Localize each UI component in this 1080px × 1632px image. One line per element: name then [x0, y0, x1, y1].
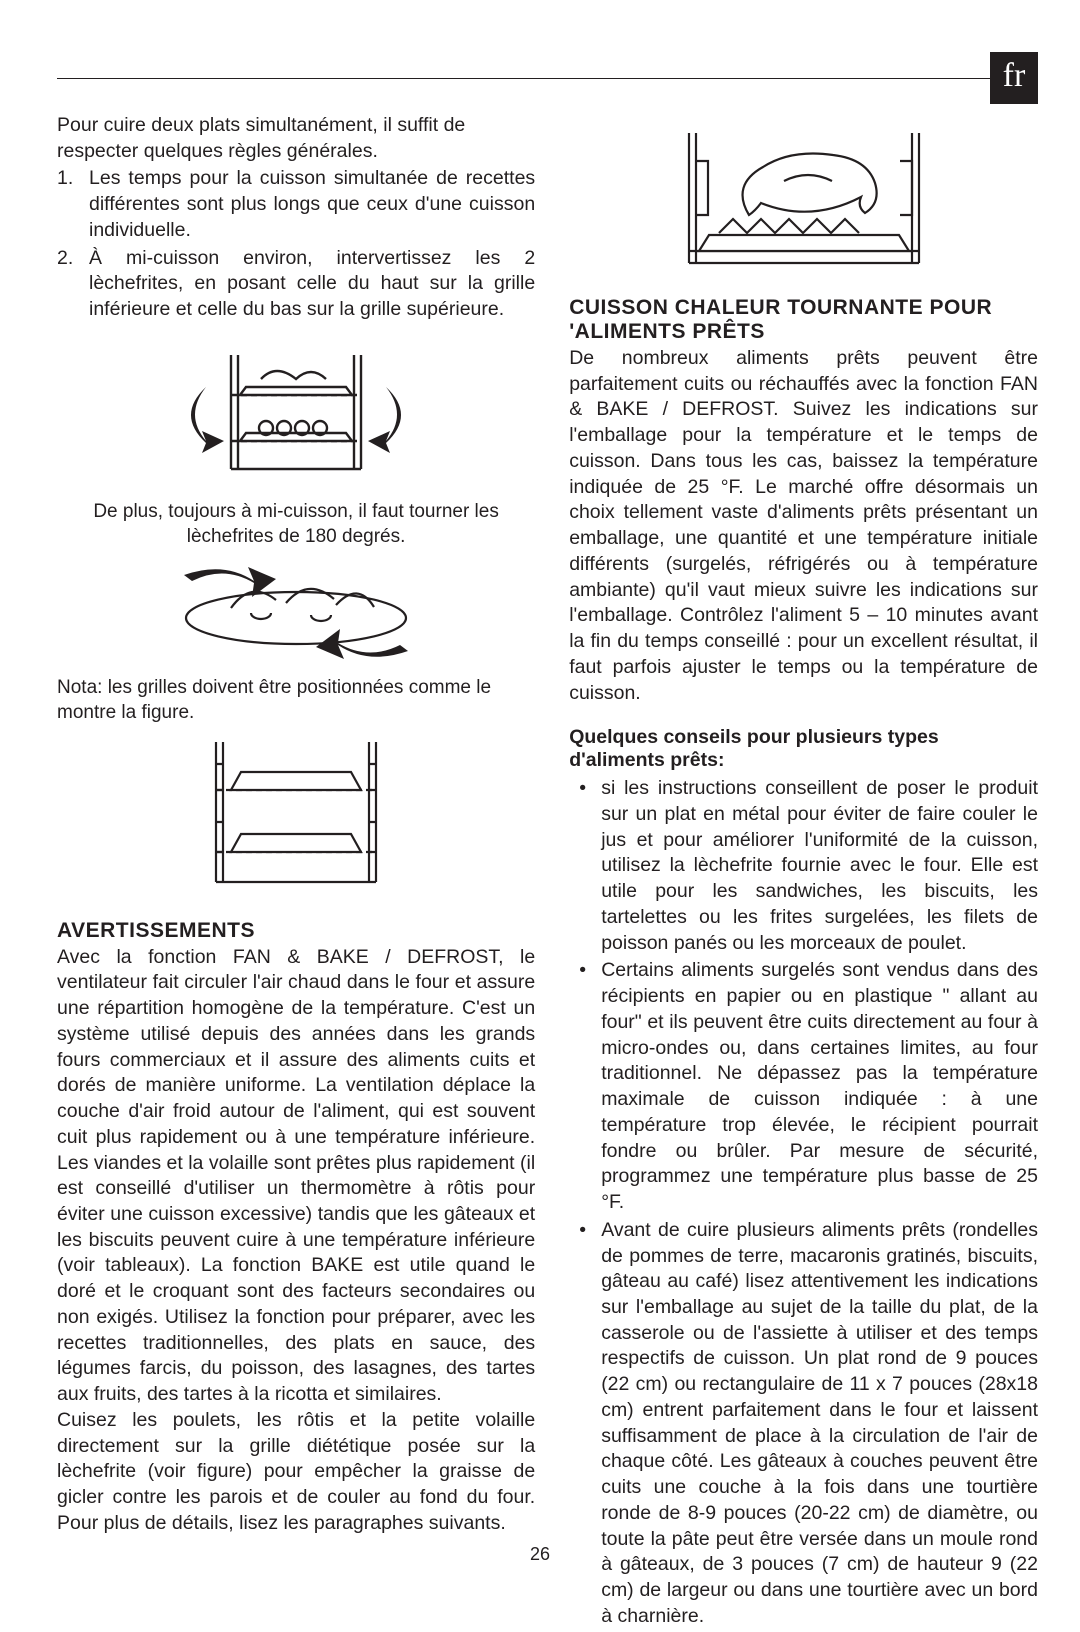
- roast-chicken-icon: [664, 123, 944, 273]
- list-item: Certains aliments surgelés sont vendus d…: [569, 958, 1038, 1215]
- content-columns: Pour cuire deux plats simultanément, il …: [57, 113, 1038, 1632]
- figure-caption: De plus, toujours à mi-cuisson, il faut …: [57, 500, 535, 549]
- list-item: si les instructions conseillent de poser…: [569, 776, 1038, 956]
- tips-list: si les instructions conseillent de poser…: [569, 776, 1038, 1629]
- figure-caption: Nota: les grilles doivent être positionn…: [57, 676, 535, 725]
- figure-rotate-tray: [57, 553, 535, 668]
- convection-heading: CUISSON CHALEUR TOURNANTE POUR 'ALIMENTS…: [569, 296, 1038, 344]
- list-item: À mi-cuisson environ, intervertissez les…: [57, 246, 535, 323]
- warnings-body: Cuisez les poulets, les rôtis et la peti…: [57, 1408, 535, 1537]
- warnings-body: Avec la fonction FAN & BAKE / DEFROST, l…: [57, 945, 535, 1408]
- figure-rack-positions: [57, 732, 535, 897]
- figure-roast-chicken: [569, 123, 1038, 278]
- list-item: Les temps pour la cuisson simultanée de …: [57, 166, 535, 243]
- figure-swap-racks: [57, 337, 535, 492]
- header-rule: [57, 78, 1038, 79]
- convection-body: De nombreux aliments prêts peuvent être …: [569, 346, 1038, 706]
- tips-heading: Quelques conseils pour plusieurs types d…: [569, 726, 1038, 772]
- intro-text: Pour cuire deux plats simultanément, il …: [57, 113, 535, 164]
- right-column: CUISSON CHALEUR TOURNANTE POUR 'ALIMENTS…: [569, 113, 1038, 1632]
- oven-swap-icon: [146, 337, 446, 487]
- oven-positions-icon: [186, 732, 406, 892]
- rotate-tray-icon: [136, 553, 456, 663]
- list-item: Avant de cuire plusieurs aliments prêts …: [569, 1218, 1038, 1630]
- language-badge: fr: [990, 52, 1038, 104]
- left-column: Pour cuire deux plats simultanément, il …: [57, 113, 535, 1632]
- warnings-heading: AVERTISSEMENTS: [57, 919, 535, 943]
- page-number: 26: [0, 1544, 1080, 1565]
- rules-list: Les temps pour la cuisson simultanée de …: [57, 166, 535, 322]
